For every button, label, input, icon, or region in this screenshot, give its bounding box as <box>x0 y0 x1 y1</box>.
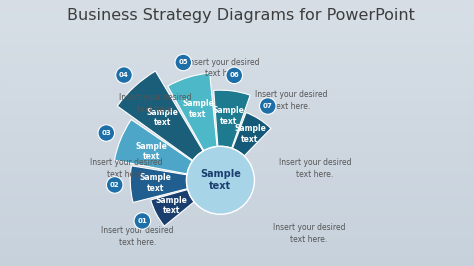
Circle shape <box>116 67 132 83</box>
Text: 06: 06 <box>229 72 239 78</box>
Text: Sample
text: Sample text <box>234 124 266 143</box>
Circle shape <box>186 146 255 214</box>
Text: Insert your desired
text here.: Insert your desired text here. <box>279 158 351 179</box>
Wedge shape <box>214 90 250 148</box>
Wedge shape <box>117 71 203 160</box>
Wedge shape <box>232 113 271 156</box>
Circle shape <box>107 177 123 193</box>
Circle shape <box>175 54 191 71</box>
Text: 07: 07 <box>263 103 273 109</box>
Text: Sample
text: Sample text <box>136 142 167 161</box>
Text: 02: 02 <box>110 182 119 188</box>
Text: Insert your desired
text here.: Insert your desired text here. <box>90 158 162 179</box>
Text: Business Strategy Diagrams for PowerPoint: Business Strategy Diagrams for PowerPoin… <box>67 8 415 23</box>
Circle shape <box>98 125 115 141</box>
Text: Insert your desired
text here.: Insert your desired text here. <box>101 226 174 247</box>
Text: Sample
text: Sample text <box>155 196 188 215</box>
Text: Sample
text: Sample text <box>147 108 179 127</box>
Text: 04: 04 <box>119 72 129 78</box>
Text: Sample
text: Sample text <box>200 169 241 191</box>
Text: Insert your desired
text here.: Insert your desired text here. <box>187 57 260 78</box>
Text: Sample
text: Sample text <box>140 173 172 193</box>
Circle shape <box>134 213 151 229</box>
Wedge shape <box>168 73 217 151</box>
Text: Sample
text: Sample text <box>182 99 214 119</box>
Wedge shape <box>130 166 188 202</box>
Text: 03: 03 <box>101 130 111 136</box>
Circle shape <box>259 98 276 114</box>
Wedge shape <box>151 189 194 226</box>
Text: 01: 01 <box>137 218 147 224</box>
Text: Insert your desired
text here.: Insert your desired text here. <box>119 93 191 114</box>
Wedge shape <box>114 120 192 174</box>
Text: Sample
text: Sample text <box>213 106 245 126</box>
Text: 05: 05 <box>179 60 188 65</box>
Circle shape <box>226 67 243 84</box>
Text: Insert your desired
text here.: Insert your desired text here. <box>273 223 346 244</box>
Text: Insert your desired
text here.: Insert your desired text here. <box>255 90 328 111</box>
